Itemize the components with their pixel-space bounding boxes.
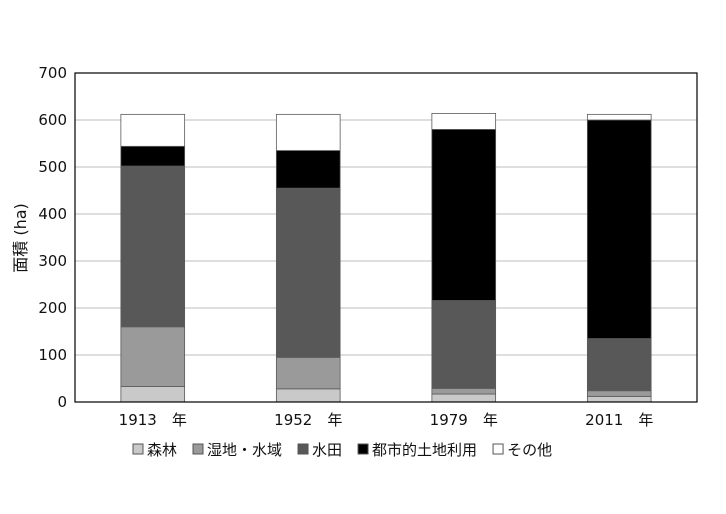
bar-segment (431, 300, 497, 389)
legend-swatch (357, 443, 369, 455)
bar-segment (275, 150, 341, 189)
x-tick-labels: 1913 年 1952 年 1979 年 2011 年 (119, 411, 654, 429)
y-tick-label: 100 (38, 346, 67, 364)
bars (120, 113, 652, 403)
y-tick-label: 500 (38, 158, 67, 176)
legend-label: 森林 (147, 441, 177, 459)
bar-segment (275, 388, 341, 403)
y-tick-label: 700 (38, 64, 67, 82)
bar-segment (586, 390, 652, 397)
y-tick-label: 200 (38, 299, 67, 317)
y-tick-label: 400 (38, 205, 67, 223)
bar-segment (120, 165, 186, 328)
bar-segment (275, 356, 341, 390)
bar-segment (431, 128, 497, 301)
y-tick-label: 300 (38, 252, 67, 270)
bar-segment (120, 145, 186, 167)
legend-swatch (492, 443, 504, 455)
legend-item: その他 (492, 441, 552, 459)
bar-segment (120, 113, 186, 147)
x-tick-label: 2011 年 (585, 411, 653, 429)
legend-swatch (192, 443, 204, 455)
bar-segment (431, 387, 497, 395)
plot-frame (74, 72, 698, 403)
legend-item: 森林 (132, 441, 177, 459)
legend-swatch (297, 443, 309, 455)
y-axis-title: 面積 (ha) (11, 203, 30, 273)
bar-segment (431, 393, 497, 403)
x-tick-label: 1979 年 (430, 411, 498, 429)
legend-label: 水田 (312, 441, 342, 459)
y-tick-label: 0 (57, 393, 67, 411)
bar-segment (586, 113, 652, 121)
legend-label: 湿地・水域 (207, 441, 282, 459)
x-tick-label: 1913 年 (119, 411, 187, 429)
y-tick-labels: 0 100 200 300 400 500 600 700 (38, 64, 67, 411)
x-tick-label: 1952 年 (274, 411, 342, 429)
bar-segment (275, 113, 341, 151)
legend-item: 湿地・水域 (192, 441, 282, 459)
y-tick-label: 600 (38, 111, 67, 129)
bar-segment (586, 338, 652, 392)
bar-segment (120, 386, 186, 403)
legend-label: その他 (507, 441, 552, 459)
legend: 森林 湿地・水域 水田 都市的土地利用 その他 (132, 441, 552, 459)
legend-swatch (132, 443, 144, 455)
bar-segment (275, 187, 341, 358)
bar-segment (431, 113, 497, 130)
bar-segment (586, 119, 652, 339)
bar-segment (120, 326, 186, 387)
legend-item: 水田 (297, 441, 342, 459)
bar-segment (586, 395, 652, 403)
legend-item: 都市的土地利用 (357, 441, 477, 459)
legend-label: 都市的土地利用 (372, 441, 477, 459)
